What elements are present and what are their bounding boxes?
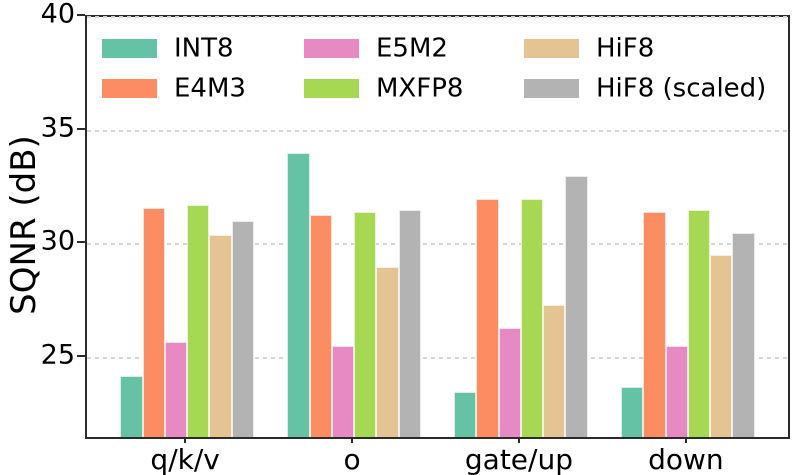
y-tick-mark-25 [77, 354, 85, 357]
bar-e5m2-down [665, 346, 688, 437]
gridline-25 [87, 356, 788, 359]
legend-label-hif8-scaled: HiF8 (scaled) [596, 73, 767, 104]
x-tick-label-q-k-v: q/k/v [150, 443, 220, 475]
bar-int8-down [621, 387, 644, 437]
bar-hif8-down [710, 255, 733, 437]
x-tick-mark-gate-up [517, 437, 520, 443]
legend-label-e5m2: E5M2 [376, 33, 448, 64]
bar-hif8-scaled-q-k-v [231, 221, 254, 437]
y-tick-label-35: 35 [40, 111, 75, 143]
bar-hif8-scaled-o [398, 209, 421, 437]
legend-label-int8: INT8 [174, 33, 234, 64]
bar-hif8-q-k-v [209, 234, 232, 437]
legend-label-hif8: HiF8 [596, 33, 655, 64]
bar-e5m2-o [331, 346, 355, 437]
bar-mxfp8-down [687, 209, 711, 437]
bar-hif8-scaled-gate-up [565, 175, 588, 437]
bar-e4m3-q-k-v [142, 207, 165, 437]
y-tick-mark-35 [77, 127, 85, 130]
y-tick-label-25: 25 [40, 338, 75, 370]
y-tick-mark-40 [77, 14, 85, 16]
gridline-40 [87, 16, 788, 18]
legend-swatch-hif8 [524, 39, 579, 58]
x-tick-label-o: o [343, 443, 361, 475]
legend-swatch-e5m2 [304, 39, 359, 58]
bar-hif8-gate-up [543, 305, 566, 437]
legend-swatch-e4m3 [102, 79, 157, 98]
gridline-35 [87, 129, 788, 132]
y-tick-mark-30 [77, 241, 85, 244]
bar-int8-q-k-v [120, 375, 143, 437]
y-tick-label-40: 40 [40, 0, 75, 30]
legend-swatch-mxfp8 [304, 79, 359, 98]
bar-mxfp8-q-k-v [187, 205, 210, 437]
bar-hif8-scaled-down [732, 232, 755, 437]
bar-mxfp8-o [354, 212, 377, 437]
gridline-30 [87, 243, 788, 246]
bar-e4m3-down [643, 212, 666, 437]
bar-e5m2-gate-up [498, 328, 521, 437]
x-tick-mark-o [351, 437, 354, 443]
legend-label-mxfp8: MXFP8 [376, 73, 464, 104]
plot-area: INT8 E4M3 E5M2 MXFP8 HiF8 HiF8 (scaled) [85, 15, 790, 439]
x-tick-mark-q-k-v [184, 437, 187, 443]
bar-hif8-o [376, 266, 399, 437]
bar-int8-o [287, 153, 310, 437]
x-tick-label-down: down [648, 443, 724, 475]
y-tick-label-30: 30 [40, 225, 75, 257]
bar-e4m3-gate-up [476, 198, 499, 437]
bar-e5m2-q-k-v [164, 341, 188, 437]
x-tick-label-gate-up: gate/up [464, 443, 573, 475]
legend-swatch-hif8-scaled [524, 79, 579, 98]
x-tick-mark-down [684, 437, 687, 443]
bar-mxfp8-gate-up [520, 198, 544, 437]
legend-swatch-int8 [102, 39, 157, 58]
bar-e4m3-o [309, 214, 332, 437]
bar-int8-gate-up [454, 391, 477, 437]
legend-label-e4m3: E4M3 [174, 73, 246, 104]
